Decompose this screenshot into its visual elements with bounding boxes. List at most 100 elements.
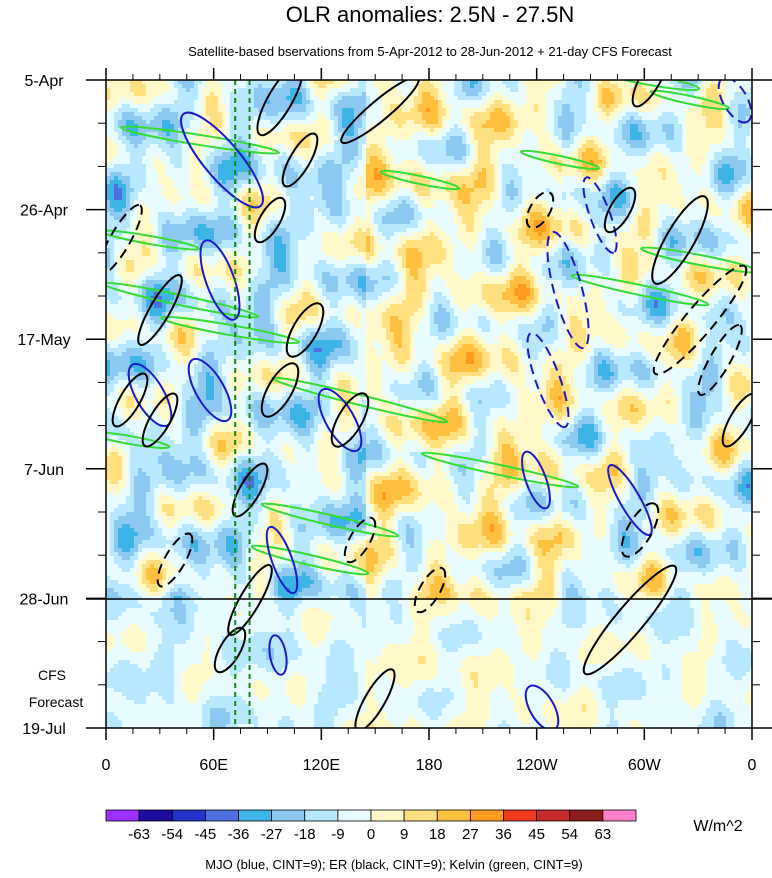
anomaly-cell bbox=[678, 104, 682, 108]
anomaly-cell bbox=[386, 128, 390, 132]
anomaly-cell bbox=[474, 152, 478, 156]
anomaly-cell bbox=[514, 120, 518, 124]
anomaly-cell bbox=[546, 200, 550, 204]
anomaly-cell bbox=[550, 184, 554, 188]
anomaly-cell bbox=[450, 88, 454, 92]
anomaly-cell bbox=[538, 136, 542, 140]
anomaly-cell bbox=[470, 172, 474, 176]
anomaly-cell bbox=[374, 128, 378, 132]
anomaly-cell bbox=[158, 100, 162, 104]
anomaly-cell bbox=[194, 160, 198, 164]
anomaly-cell bbox=[134, 156, 138, 160]
anomaly-cell bbox=[582, 124, 586, 128]
anomaly-cell bbox=[558, 180, 562, 184]
anomaly-cell bbox=[422, 196, 426, 200]
anomaly-cell bbox=[338, 164, 342, 168]
anomaly-cell bbox=[718, 124, 722, 128]
anomaly-cell bbox=[242, 132, 246, 136]
anomaly-cell bbox=[602, 164, 606, 168]
anomaly-cell bbox=[626, 160, 630, 164]
anomaly-cell bbox=[606, 192, 610, 196]
anomaly-cell bbox=[634, 176, 638, 180]
anomaly-cell bbox=[422, 192, 426, 196]
anomaly-cell bbox=[210, 172, 214, 176]
anomaly-cell bbox=[482, 112, 486, 116]
anomaly-cell bbox=[686, 188, 690, 192]
anomaly-cell bbox=[122, 144, 126, 148]
anomaly-cell bbox=[738, 96, 742, 100]
anomaly-cell bbox=[374, 132, 378, 136]
anomaly-cell bbox=[646, 80, 650, 84]
anomaly-cell bbox=[270, 136, 274, 140]
anomaly-cell bbox=[138, 128, 142, 132]
anomaly-cell bbox=[402, 144, 406, 148]
anomaly-cell bbox=[646, 96, 650, 100]
anomaly-cell bbox=[154, 92, 158, 96]
anomaly-cell bbox=[458, 88, 462, 92]
anomaly-cell bbox=[626, 128, 630, 132]
anomaly-cell bbox=[750, 148, 752, 152]
anomaly-cell bbox=[630, 124, 634, 128]
anomaly-cell bbox=[310, 200, 314, 204]
anomaly-cell bbox=[734, 112, 738, 116]
anomaly-cell bbox=[378, 196, 382, 200]
anomaly-cell bbox=[182, 184, 186, 188]
anomaly-cell bbox=[166, 200, 170, 204]
anomaly-cell bbox=[242, 84, 246, 88]
anomaly-cell bbox=[318, 152, 322, 156]
anomaly-cell bbox=[518, 120, 522, 124]
anomaly-cell bbox=[322, 176, 326, 180]
anomaly-cell bbox=[646, 136, 650, 140]
anomaly-cell bbox=[146, 156, 150, 160]
anomaly-cell bbox=[434, 112, 438, 116]
anomaly-cell bbox=[422, 132, 426, 136]
anomaly-cell bbox=[650, 128, 654, 132]
anomaly-cell bbox=[422, 100, 426, 104]
anomaly-cell bbox=[174, 136, 178, 140]
anomaly-cell bbox=[390, 84, 394, 88]
anomaly-cell bbox=[714, 168, 718, 172]
anomaly-cell bbox=[126, 88, 130, 92]
anomaly-cell bbox=[114, 168, 118, 172]
anomaly-cell bbox=[478, 148, 482, 152]
anomaly-cell bbox=[534, 120, 538, 124]
anomaly-cell bbox=[546, 80, 550, 84]
anomaly-cell bbox=[498, 180, 502, 184]
anomaly-cell bbox=[522, 124, 526, 128]
anomaly-cell bbox=[550, 144, 554, 148]
anomaly-cell bbox=[274, 128, 278, 132]
anomaly-cell bbox=[198, 104, 202, 108]
anomaly-cell bbox=[174, 108, 178, 112]
anomaly-cell bbox=[666, 196, 670, 200]
anomaly-cell bbox=[438, 120, 442, 124]
anomaly-cell bbox=[518, 140, 522, 144]
anomaly-cell bbox=[370, 112, 374, 116]
anomaly-cell bbox=[490, 120, 494, 124]
anomaly-cell bbox=[226, 152, 230, 156]
anomaly-cell bbox=[570, 80, 574, 84]
anomaly-cell bbox=[438, 128, 442, 132]
anomaly-cell bbox=[594, 180, 598, 184]
anomaly-cell bbox=[642, 92, 646, 96]
anomaly-cell bbox=[134, 120, 138, 124]
anomaly-cell bbox=[618, 140, 622, 144]
anomaly-cell bbox=[330, 144, 334, 148]
anomaly-cell bbox=[282, 140, 286, 144]
anomaly-cell bbox=[498, 112, 502, 116]
anomaly-cell bbox=[238, 104, 242, 108]
anomaly-cell bbox=[662, 136, 666, 140]
anomaly-cell bbox=[458, 188, 462, 192]
anomaly-cell bbox=[414, 112, 418, 116]
anomaly-cell bbox=[746, 184, 750, 188]
anomaly-cell bbox=[338, 184, 342, 188]
anomaly-cell bbox=[214, 192, 218, 196]
anomaly-cell bbox=[266, 148, 270, 152]
anomaly-cell bbox=[566, 84, 570, 88]
anomaly-cell bbox=[694, 92, 698, 96]
anomaly-cell bbox=[194, 144, 198, 148]
anomaly-cell bbox=[654, 120, 658, 124]
anomaly-cell bbox=[450, 92, 454, 96]
anomaly-cell bbox=[238, 176, 242, 180]
anomaly-cell bbox=[114, 164, 118, 168]
anomaly-cell bbox=[610, 120, 614, 124]
